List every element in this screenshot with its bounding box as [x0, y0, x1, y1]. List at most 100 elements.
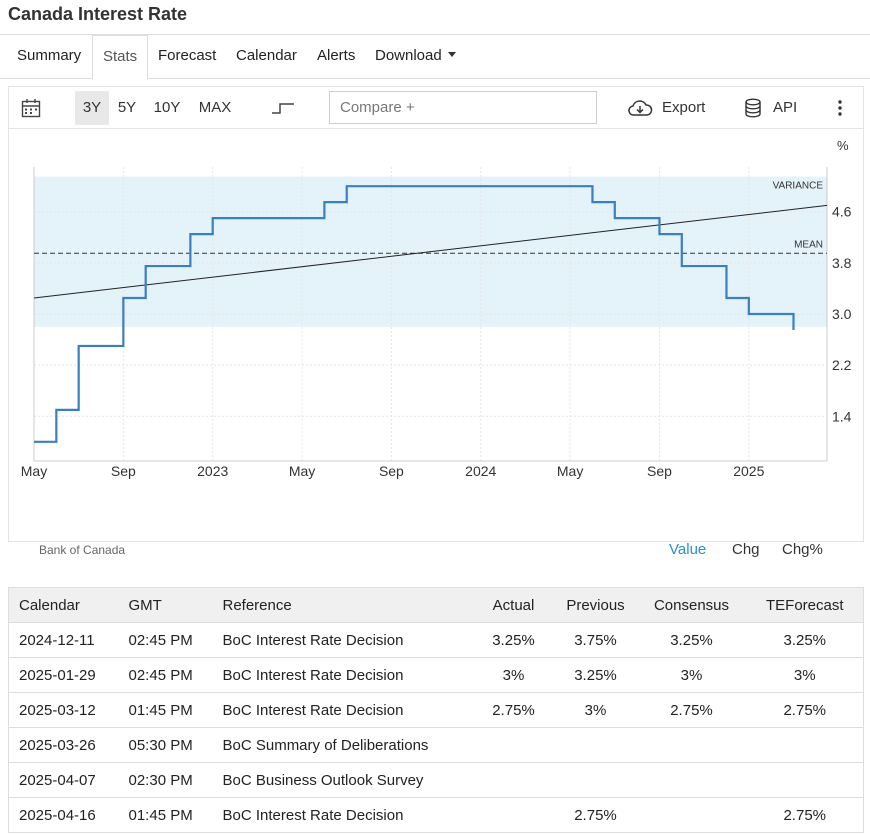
x-tick-label: May — [289, 463, 315, 479]
y-tick-label: 3.0 — [832, 306, 852, 322]
export-button[interactable]: Export — [662, 99, 706, 116]
cell-actual — [472, 727, 555, 763]
cell-teforecast — [746, 727, 864, 763]
cell-teforecast: 3% — [746, 657, 864, 693]
y-tick-label: 4.6 — [832, 204, 852, 220]
table-row[interactable]: 2024-12-11 02:45 PM BoC Interest Rate Deci… — [8, 622, 864, 658]
col-reference: Reference — [212, 587, 473, 623]
calendar-table: Calendar GMT Reference Actual Previous C… — [8, 587, 864, 833]
cloud-download-icon[interactable] — [627, 99, 653, 117]
range-max[interactable]: MAX — [198, 99, 232, 116]
col-consensus: Consensus — [636, 587, 747, 623]
caret-down-icon — [447, 52, 456, 58]
calendar-icon[interactable] — [21, 98, 41, 118]
y-tick-label: 3.8 — [832, 255, 852, 271]
cell-previous: 3% — [554, 692, 637, 728]
cell-teforecast — [746, 762, 864, 798]
cell-time: 02:45 PM — [118, 622, 213, 658]
cell-consensus: 2.75% — [636, 692, 747, 728]
x-tick-label: May — [557, 463, 583, 479]
chg-tab[interactable]: Chg — [732, 541, 760, 558]
table-row[interactable]: 2025-04-07 02:30 PM BoC Business Outlook S… — [8, 762, 864, 798]
cell-actual — [472, 797, 555, 833]
cell-date: 2025-03-26 — [8, 727, 119, 763]
table-row[interactable]: 2025-01-29 02:45 PM BoC Interest Rate Deci… — [8, 657, 864, 693]
cell-teforecast: 2.75% — [746, 692, 864, 728]
col-calendar: Calendar — [8, 587, 119, 623]
range-10y[interactable]: 10Y — [153, 99, 181, 116]
cell-date: 2025-01-29 — [8, 657, 119, 693]
cell-reference[interactable]: BoC Interest Rate Decision — [212, 622, 473, 658]
cell-time: 05:30 PM — [118, 727, 213, 763]
cell-previous — [554, 762, 637, 798]
tab-download[interactable]: Download — [375, 35, 456, 79]
cell-actual: 2.75% — [472, 692, 555, 728]
cell-reference[interactable]: BoC Business Outlook Survey — [212, 762, 473, 798]
cell-date: 2024-12-11 — [8, 622, 119, 658]
cell-consensus — [636, 762, 747, 798]
cell-previous — [554, 727, 637, 763]
cell-reference[interactable]: BoC Summary of Deliberations — [212, 727, 473, 763]
interest-rate-chart: May Sep 2023 May Sep 2024 May Sep 2025 4.6 3.8 3.0 2… — [21, 138, 852, 479]
x-tick-label: Sep — [647, 463, 672, 479]
cell-previous: 3.75% — [554, 622, 637, 658]
cell-consensus — [636, 797, 747, 833]
tab-stats[interactable]: Stats — [92, 35, 149, 80]
chart-toolbar: 3Y 5Y 10Y MAX Compare + Export API — [9, 87, 863, 129]
cell-time: 01:45 PM — [118, 797, 213, 833]
step-line-icon[interactable] — [271, 100, 295, 116]
tab-summary[interactable]: Summary — [17, 47, 82, 64]
title-divider — [0, 34, 870, 35]
cell-time: 01:45 PM — [118, 692, 213, 728]
tab-download-label: Download — [375, 47, 442, 64]
x-tick-label: May — [21, 463, 47, 479]
cell-reference[interactable]: BoC Interest Rate Decision — [212, 692, 473, 728]
mean-label: MEAN — [794, 239, 823, 250]
cell-actual: 3% — [472, 657, 555, 693]
col-actual: Actual — [472, 587, 555, 623]
y-tick-label: 1.4 — [832, 408, 852, 424]
more-vertical-icon[interactable] — [837, 100, 843, 116]
database-icon[interactable] — [744, 98, 762, 118]
cell-teforecast: 3.25% — [746, 622, 864, 658]
cell-consensus: 3% — [636, 657, 747, 693]
unit-label: % — [837, 138, 849, 153]
table-header-row: Calendar GMT Reference Actual Previous C… — [8, 587, 864, 623]
col-teforecast: TEForecast — [746, 587, 864, 623]
cell-teforecast: 2.75% — [746, 797, 864, 833]
source-label: Bank of Canada — [39, 543, 126, 557]
x-tick-label: 2024 — [465, 463, 496, 479]
cell-consensus: 3.25% — [636, 622, 747, 658]
cell-time: 02:30 PM — [118, 762, 213, 798]
trend-line — [33, 204, 828, 299]
cell-previous: 2.75% — [554, 797, 637, 833]
compare-input[interactable]: Compare + — [329, 91, 597, 124]
tab-forecast[interactable]: Forecast — [158, 47, 217, 64]
range-5y[interactable]: 5Y — [117, 99, 137, 116]
x-tick-label: Sep — [111, 463, 136, 479]
tab-alerts[interactable]: Alerts — [317, 47, 356, 64]
table-row[interactable]: 2025-03-12 01:45 PM BoC Interest Rate Deci… — [8, 692, 864, 728]
cell-reference[interactable]: BoC Interest Rate Decision — [212, 797, 473, 833]
col-previous: Previous — [554, 587, 637, 623]
value-tab[interactable]: Value — [669, 541, 707, 558]
y-tick-label: 2.2 — [832, 357, 852, 373]
variance-label: VARIANCE — [773, 181, 824, 192]
x-tick-label: 2023 — [197, 463, 228, 479]
x-tick-label: Sep — [379, 463, 404, 479]
cell-date: 2025-04-07 — [8, 762, 119, 798]
table-row[interactable]: 2025-03-26 05:30 PM BoC Summary of Deliber… — [8, 727, 864, 763]
col-gmt: GMT — [118, 587, 213, 623]
table-row[interactable]: 2025-04-16 01:45 PM BoC Interest Rate Deci… — [8, 797, 864, 833]
rate-series-line — [34, 185, 795, 443]
cell-reference[interactable]: BoC Interest Rate Decision — [212, 657, 473, 693]
cell-actual — [472, 762, 555, 798]
cell-date: 2025-03-12 — [8, 692, 119, 728]
api-button[interactable]: API — [773, 99, 798, 116]
chart-panel: 3Y 5Y 10Y MAX Compare + Export API May Se… — [8, 86, 864, 558]
tab-calendar[interactable]: Calendar — [236, 47, 297, 64]
range-3y[interactable]: 3Y — [75, 91, 109, 125]
nav-tabs: Summary Stats Forecast Calendar Alerts D… — [0, 35, 870, 80]
chg-percent-tab[interactable]: Chg% — [782, 541, 823, 558]
cell-date: 2025-04-16 — [8, 797, 119, 833]
